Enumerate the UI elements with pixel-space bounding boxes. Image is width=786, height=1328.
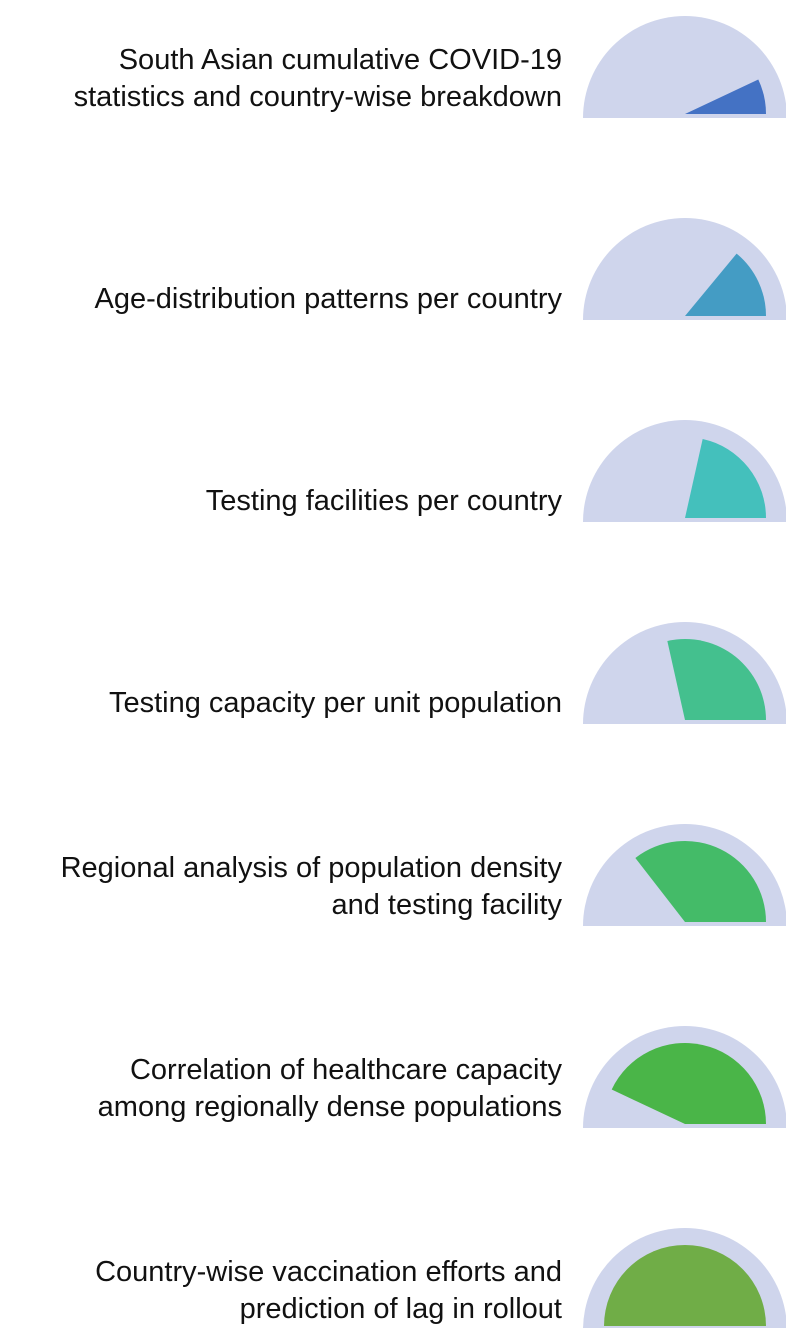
gauge-label-3: Testing facilities per country bbox=[0, 483, 562, 520]
gauge-label-line: prediction of lag in rollout bbox=[239, 1293, 562, 1325]
gauge-label-7: Country-wise vaccination efforts and pred… bbox=[0, 1254, 562, 1328]
gauge-fill-4 bbox=[667, 638, 766, 720]
gauge-fill-2 bbox=[685, 253, 766, 316]
gauge-label-line: Regional analysis of population density bbox=[60, 852, 562, 884]
gauge-label-4: Testing capacity per unit population bbox=[0, 685, 562, 722]
gauge-label-line: Testing capacity per unit population bbox=[108, 687, 562, 719]
gauge-label-5: Regional analysis of population density a… bbox=[0, 850, 562, 924]
gauge-label-line: among regionally dense populations bbox=[97, 1091, 562, 1123]
gauge-label-line: Country-wise vaccination efforts and bbox=[95, 1256, 562, 1288]
gauge-label-2: Age-distribution patterns per country bbox=[0, 281, 562, 318]
gauge-fill-5 bbox=[635, 841, 766, 922]
gauge-fill-6 bbox=[611, 1043, 766, 1124]
gauge-label-line: statistics and country-wise breakdown bbox=[73, 81, 562, 113]
gauge-fill-7 bbox=[604, 1245, 766, 1326]
gauge-fill-1 bbox=[685, 79, 766, 114]
gauge-label-line: Age-distribution patterns per country bbox=[94, 283, 562, 315]
gauge-label-1: South Asian cumulative COVID-19 statistic… bbox=[0, 42, 562, 116]
gauge-label-line: and testing facility bbox=[331, 889, 562, 921]
gauge-fill-3 bbox=[685, 438, 766, 518]
gauge-label-line: Correlation of healthcare capacity bbox=[129, 1054, 562, 1086]
gauge-label-line: South Asian cumulative COVID-19 bbox=[118, 44, 562, 76]
gauge-label-line: Testing facilities per country bbox=[205, 485, 562, 517]
gauge-label-6: Correlation of healthcare capacity among … bbox=[0, 1052, 562, 1126]
